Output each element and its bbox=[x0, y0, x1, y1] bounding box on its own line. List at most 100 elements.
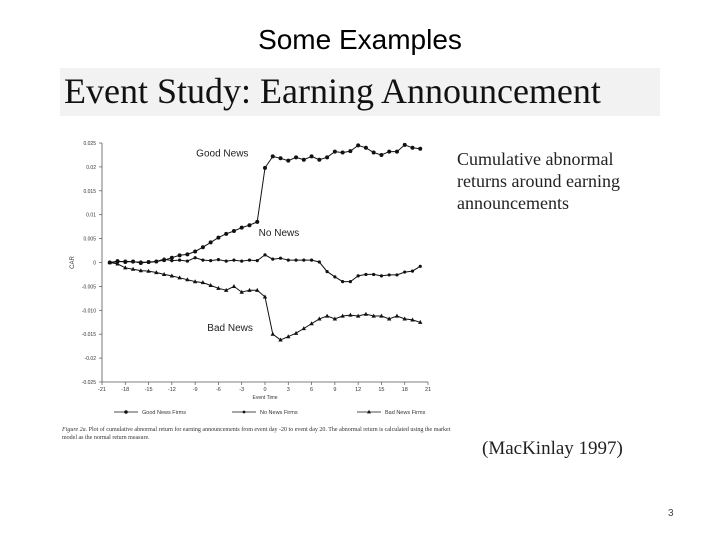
banner-background bbox=[60, 68, 660, 116]
data-point bbox=[278, 337, 283, 342]
data-point bbox=[216, 258, 221, 262]
data-point bbox=[224, 231, 229, 236]
data-point bbox=[379, 152, 384, 157]
data-point bbox=[255, 219, 260, 224]
x-tick-label: -6 bbox=[216, 387, 221, 393]
data-point bbox=[223, 287, 229, 292]
data-point bbox=[278, 156, 283, 161]
data-point bbox=[131, 260, 135, 264]
data-point bbox=[379, 274, 384, 278]
data-point bbox=[247, 287, 252, 292]
data-point bbox=[107, 260, 112, 265]
data-point bbox=[138, 268, 144, 273]
data-point bbox=[387, 273, 391, 277]
legend-marker bbox=[124, 410, 128, 414]
data-point bbox=[348, 280, 352, 284]
data-point bbox=[170, 258, 174, 263]
data-point bbox=[363, 145, 368, 150]
data-point bbox=[394, 313, 400, 318]
data-point bbox=[356, 143, 361, 148]
data-point bbox=[324, 313, 330, 318]
series-label: No News bbox=[259, 228, 300, 239]
data-point bbox=[293, 330, 299, 335]
y-tick-label: -0.025 bbox=[82, 380, 96, 386]
data-point bbox=[333, 275, 337, 279]
data-point bbox=[239, 289, 244, 294]
data-point bbox=[410, 145, 415, 150]
data-point bbox=[364, 272, 368, 277]
data-point bbox=[286, 158, 291, 163]
data-point bbox=[239, 225, 244, 230]
x-tick-label: -12 bbox=[168, 387, 176, 393]
data-point bbox=[363, 311, 369, 316]
data-point bbox=[208, 283, 213, 288]
data-point bbox=[340, 313, 345, 318]
data-point bbox=[123, 265, 128, 270]
data-point bbox=[271, 257, 275, 261]
data-point bbox=[309, 258, 314, 262]
data-point bbox=[340, 150, 345, 155]
data-point bbox=[309, 154, 314, 159]
data-point bbox=[294, 258, 298, 262]
y-tick-label: -0.02 bbox=[85, 356, 97, 362]
data-point bbox=[200, 245, 205, 250]
data-point bbox=[154, 270, 159, 275]
data-point bbox=[302, 258, 306, 262]
data-point bbox=[216, 235, 221, 240]
legend-label: Good News Firms bbox=[142, 410, 186, 416]
data-point bbox=[177, 275, 182, 280]
data-point bbox=[356, 274, 360, 278]
data-point bbox=[371, 150, 376, 155]
y-tick-label: -0.015 bbox=[82, 332, 96, 338]
data-point bbox=[371, 313, 376, 318]
data-point bbox=[216, 285, 221, 290]
data-point bbox=[185, 259, 189, 263]
series-line bbox=[109, 254, 421, 283]
y-tick-label: 0.02 bbox=[86, 165, 96, 171]
series-line bbox=[109, 144, 421, 264]
data-point bbox=[193, 256, 197, 260]
data-point bbox=[402, 142, 407, 147]
data-point bbox=[325, 155, 330, 160]
legend-label: Bad News Firms bbox=[385, 410, 426, 416]
x-tick-label: -21 bbox=[98, 387, 106, 393]
data-point bbox=[247, 223, 252, 228]
x-tick-label: 0 bbox=[263, 387, 266, 393]
data-point bbox=[231, 284, 237, 288]
data-point bbox=[200, 280, 206, 285]
x-tick-label: -9 bbox=[193, 387, 198, 393]
data-point bbox=[309, 321, 314, 326]
x-tick-label: 12 bbox=[355, 387, 361, 393]
figure-label: Figure 2a. bbox=[62, 427, 88, 433]
data-point bbox=[208, 240, 213, 245]
data-point bbox=[325, 269, 329, 274]
data-point bbox=[232, 258, 236, 262]
data-point bbox=[418, 264, 422, 268]
data-point bbox=[162, 257, 166, 261]
data-point bbox=[139, 260, 143, 264]
banner-heading: Event Study: Earning Announcement bbox=[64, 71, 601, 111]
x-tick-label: 6 bbox=[310, 387, 313, 393]
legend-marker bbox=[367, 409, 371, 414]
series-label: Good News bbox=[196, 148, 248, 159]
data-point bbox=[348, 149, 353, 154]
data-point bbox=[177, 253, 182, 258]
data-point bbox=[341, 280, 345, 284]
y-tick-label: 0.01 bbox=[86, 213, 96, 219]
data-point bbox=[130, 266, 136, 271]
x-tick-label: 18 bbox=[402, 387, 408, 393]
citation: (MacKinlay 1997) bbox=[482, 438, 623, 459]
figure-text: Plot of cumulative abnormal return for e… bbox=[62, 427, 451, 441]
figure-caption: Figure 2a. Plot of cumulative abnormal r… bbox=[62, 426, 457, 442]
data-point bbox=[146, 268, 151, 273]
x-tick-label: 3 bbox=[287, 387, 290, 393]
data-point bbox=[379, 313, 384, 318]
data-point bbox=[317, 260, 321, 264]
data-point bbox=[372, 272, 376, 277]
data-point bbox=[240, 259, 244, 263]
page-number: 3 bbox=[668, 508, 674, 519]
data-point bbox=[270, 331, 275, 336]
data-point bbox=[348, 312, 353, 317]
x-tick-label: -3 bbox=[239, 387, 244, 393]
data-point bbox=[193, 249, 198, 254]
